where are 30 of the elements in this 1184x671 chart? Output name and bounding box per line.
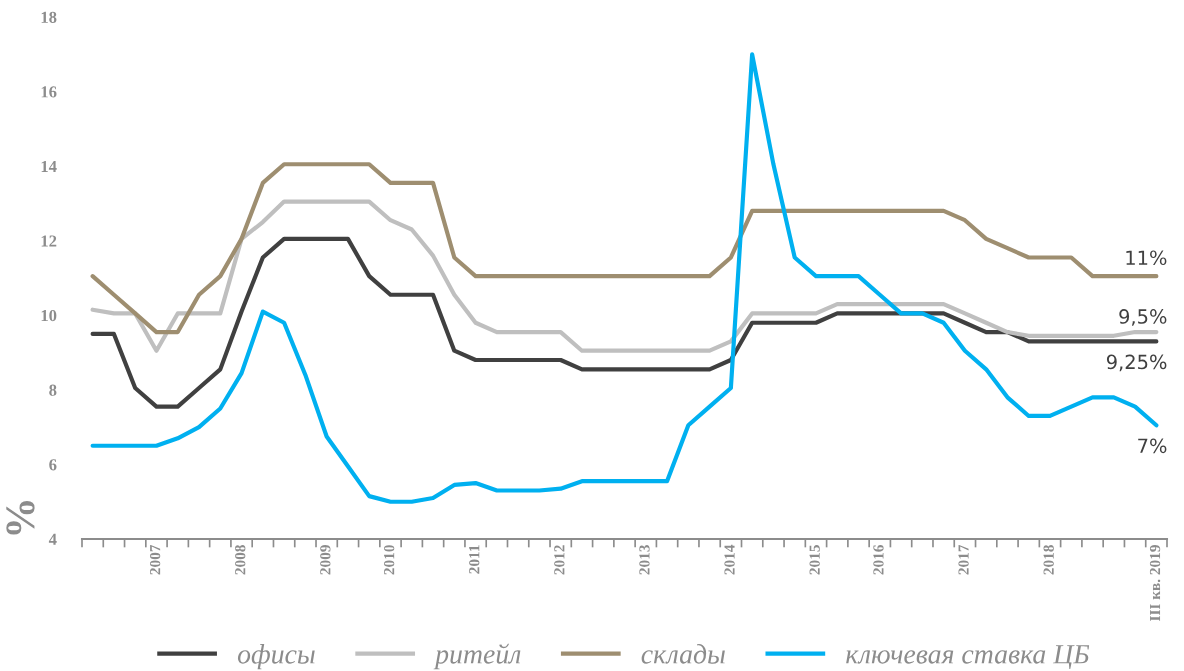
annotation: 9,5% bbox=[1119, 309, 1167, 326]
y-tick-label: 18 bbox=[41, 11, 57, 23]
annotation: 7% bbox=[1138, 438, 1167, 454]
y-tick-label: 16 bbox=[41, 86, 57, 98]
y-tick-label: 12 bbox=[41, 235, 57, 247]
y-axis-title: % bbox=[6, 501, 35, 535]
x-tick-label: 2015 bbox=[809, 545, 820, 575]
x-tick-label: III кв. 2019 bbox=[1149, 545, 1161, 621]
y-tick-label: 8 bbox=[49, 384, 57, 396]
annotation: 11% bbox=[1126, 250, 1167, 266]
annotation: 9,25% bbox=[1106, 354, 1167, 372]
x-tick-label: 2017 bbox=[958, 544, 969, 575]
y-tick-label: 10 bbox=[41, 309, 57, 322]
legend-label: склады bbox=[641, 644, 725, 664]
y-tick-label: 4 bbox=[48, 533, 57, 545]
legend-label: ритейл bbox=[433, 643, 521, 670]
x-tick-label: 2018 bbox=[1043, 545, 1054, 575]
x-tick-label: 2009 bbox=[320, 545, 331, 575]
x-tick-label: 2008 bbox=[235, 545, 246, 575]
x-tick-label: 2007 bbox=[149, 544, 161, 575]
y-tick-label: 6 bbox=[49, 459, 57, 471]
legend-label: офисы bbox=[237, 644, 315, 670]
legend-label: ключевая ставка ЦБ bbox=[846, 645, 1090, 670]
x-tick-label: 2012 bbox=[554, 545, 565, 575]
x-tick-label: 2014 bbox=[724, 544, 735, 575]
y-tick-label: 14 bbox=[41, 160, 57, 172]
x-tick-label: 2016 bbox=[873, 545, 884, 575]
x-tick-label: 2011 bbox=[469, 545, 480, 574]
x-tick-label: 2013 bbox=[639, 545, 650, 575]
x-tick-label: 2010 bbox=[383, 545, 395, 575]
